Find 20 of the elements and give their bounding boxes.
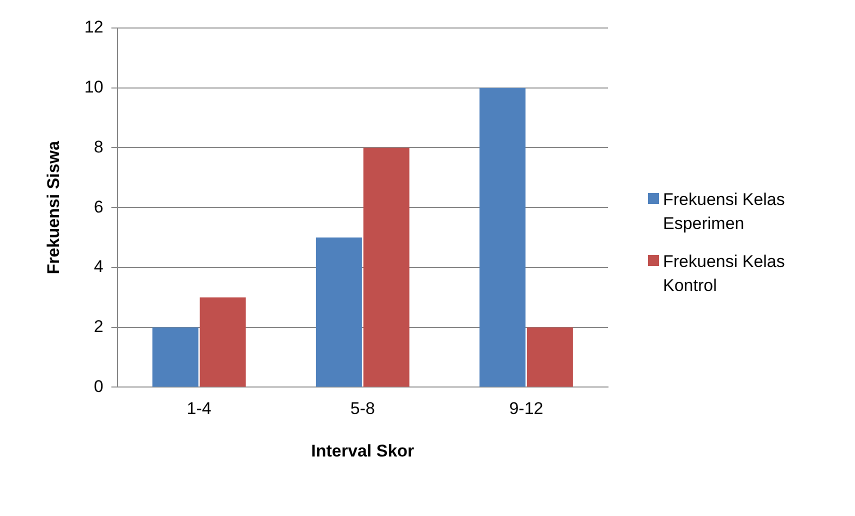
bar <box>363 148 410 387</box>
bar <box>526 327 573 387</box>
bar <box>152 327 198 387</box>
y-tick-label: 0 <box>94 376 104 396</box>
bar <box>316 238 362 387</box>
x-tick-label: 9-12 <box>509 399 544 418</box>
legend-label: Frekuensi Kelas Kontrol <box>663 251 786 297</box>
bar <box>200 297 246 387</box>
x-tick-label: 1-4 <box>186 399 212 418</box>
x-axis-title: Interval Skor <box>311 441 415 460</box>
y-tick-label: 8 <box>94 137 104 156</box>
x-tick-label: 5-8 <box>350 399 375 418</box>
y-tick-label: 2 <box>94 317 104 336</box>
y-tick-label: 4 <box>94 257 104 276</box>
y-tick-label: 10 <box>84 78 104 97</box>
bar <box>479 88 526 387</box>
legend-label: Frekuensi Kelas Esperimen <box>663 189 786 235</box>
y-axis-title: Frekuensi Siswa <box>44 140 63 274</box>
y-tick-label: 6 <box>94 197 104 216</box>
y-tick-label: 12 <box>84 18 104 37</box>
